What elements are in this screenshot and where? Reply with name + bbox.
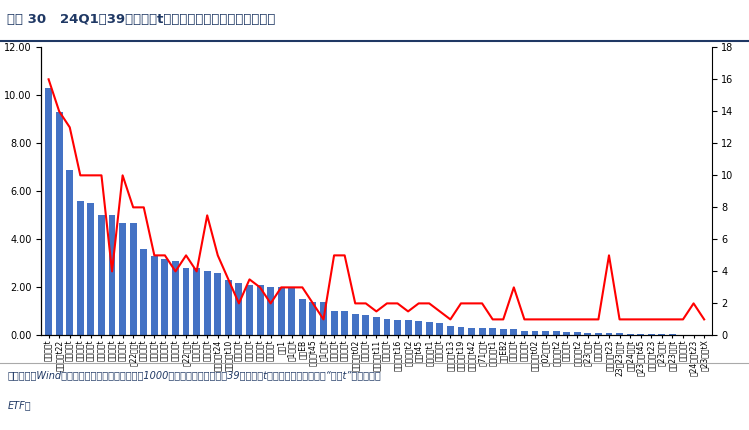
Bar	[183, 268, 189, 335]
Bar	[574, 332, 580, 335]
Bar	[225, 280, 231, 335]
Bar	[437, 323, 443, 335]
Bar	[479, 328, 485, 335]
Bar	[342, 311, 348, 335]
Bar	[151, 256, 158, 335]
Bar	[458, 327, 464, 335]
Bar	[394, 320, 401, 335]
Bar	[584, 332, 591, 335]
Bar	[130, 223, 136, 335]
Bar	[320, 302, 327, 335]
Bar	[214, 273, 221, 335]
Bar	[627, 334, 634, 335]
Text: ETF）: ETF）	[7, 400, 31, 410]
Bar	[67, 170, 73, 335]
Bar	[510, 329, 518, 335]
Bar	[605, 333, 613, 335]
Bar	[616, 334, 623, 335]
Bar	[415, 321, 422, 335]
Bar	[553, 331, 560, 335]
Bar	[468, 328, 475, 335]
Bar	[648, 334, 655, 335]
Bar	[45, 88, 52, 335]
Bar	[299, 299, 306, 335]
Bar	[55, 112, 63, 335]
Text: 资料来源：Wind，华创证券；注：重仓市值低于1000万的个券未列其中，吤39只可转巫t基金（基金简称中含有“转巫t”二字，不含: 资料来源：Wind，华创证券；注：重仓市值低于1000万的个券未列其中，吤39只…	[7, 370, 381, 380]
Bar	[637, 334, 644, 335]
Bar	[235, 283, 243, 335]
Bar	[193, 268, 200, 335]
Bar	[542, 331, 549, 335]
Bar	[404, 320, 411, 335]
Bar	[162, 258, 169, 335]
Bar	[119, 223, 126, 335]
Bar	[658, 334, 665, 335]
Bar	[563, 332, 570, 335]
Bar	[88, 203, 94, 335]
Bar	[172, 261, 179, 335]
Bar	[109, 215, 115, 335]
Bar	[425, 322, 433, 335]
Bar	[140, 249, 148, 335]
Bar	[373, 317, 380, 335]
Bar	[77, 201, 84, 335]
Text: 图表 30   24Q1，39只可转巫t基金前五大重仓券统计（亿元）: 图表 30 24Q1，39只可转巫t基金前五大重仓券统计（亿元）	[7, 13, 276, 26]
Bar	[383, 319, 390, 335]
Bar	[204, 270, 210, 335]
Bar	[257, 285, 264, 335]
Bar	[447, 326, 454, 335]
Bar	[489, 328, 496, 335]
Bar	[288, 287, 295, 335]
Bar	[267, 287, 274, 335]
Bar	[352, 314, 359, 335]
Bar	[521, 331, 528, 335]
Bar	[363, 315, 369, 335]
Bar	[500, 329, 506, 335]
Bar	[595, 333, 602, 335]
Bar	[98, 215, 105, 335]
Bar	[246, 285, 253, 335]
Bar	[532, 331, 539, 335]
Bar	[278, 287, 285, 335]
Bar	[330, 311, 338, 335]
Bar	[309, 302, 316, 335]
